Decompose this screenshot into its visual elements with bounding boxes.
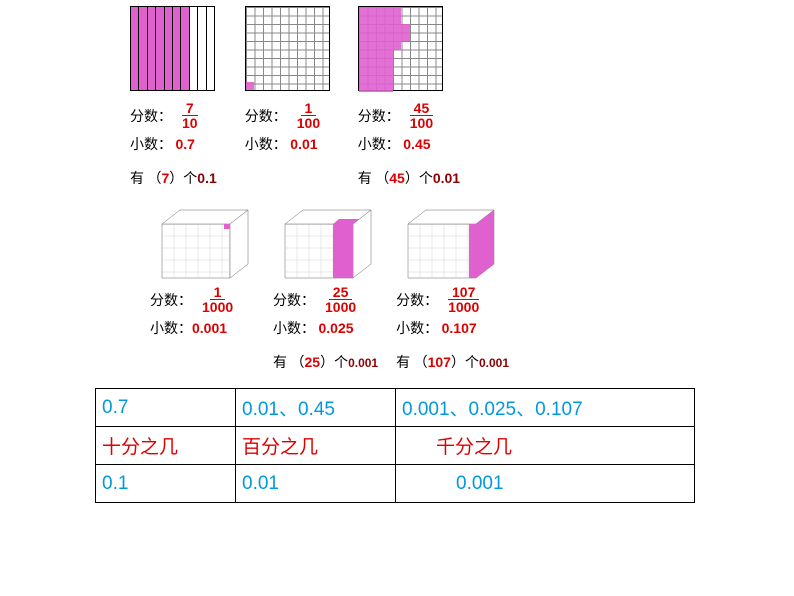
fraction-label: 分数： 1 100 [245,101,324,130]
cell: 0.01 [236,465,396,503]
block-107-1000: 分数： 107 1000 小数： 0.107 有 （107）个0.001 [396,206,509,372]
decimal-label: 小数： 0.025 [273,318,354,338]
page: 分数： 7 10 小数： 0.7 有 （7）个0.1 分数： 1 [0,0,794,596]
cell: 百分之几 [236,427,396,465]
cube-diagram [273,206,378,281]
fraction-label: 分数： 7 10 [130,101,202,130]
fraction-value: 1 1000 [198,285,237,314]
fraction-value: 45 100 [406,101,437,130]
row-tenths-hundredths: 分数： 7 10 小数： 0.7 有 （7）个0.1 分数： 1 [0,0,794,188]
cube-diagram [150,206,255,281]
decimal-label: 小数： 0.01 [245,134,318,154]
grid-hundredths [358,6,443,91]
cell: 千分之几 [396,427,695,465]
fraction-value: 7 10 [178,101,202,130]
cell: 0.7 [96,389,236,427]
cube-diagram [396,206,501,281]
decimal-value: 0.01 [290,136,317,152]
count-line: 有 （45）个0.01 [358,168,460,188]
decimal-value: 0.025 [319,320,354,336]
decimal-value: 0.7 [176,136,195,152]
block-7-10: 分数： 7 10 小数： 0.7 有 （7）个0.1 [130,6,217,188]
cell: 0.001 [396,465,695,503]
summary-table: 0.7 0.01、0.45 0.001、0.025、0.107 十分之几 百分之… [95,388,695,503]
row-thousandths: 分数： 1 1000 小数： 0.001 x [0,188,794,372]
decimal-label: 小数： 0.107 [396,318,477,338]
cell: 0.001、0.025、0.107 [396,389,695,427]
table-row: 十分之几 百分之几 千分之几 [96,427,695,465]
block-1-1000: 分数： 1 1000 小数： 0.001 x [150,206,255,372]
count-line: 有 （107）个0.001 [396,352,509,372]
decimal-value: 0.001 [192,320,227,336]
block-1-100: 分数： 1 100 小数： 0.01 [245,6,330,188]
fraction-value: 107 1000 [444,285,483,314]
block-25-1000: 分数： 25 1000 小数： 0.025 有 （25）个0.001 [273,206,378,372]
decimal-label: 小数： 0.7 [130,134,195,154]
fraction-label: 分数： 1 1000 [150,285,237,314]
grid-tenths [130,6,215,91]
decimal-value: 0.45 [403,136,430,152]
cell: 0.01、0.45 [236,389,396,427]
cell: 0.1 [96,465,236,503]
table-row: 0.7 0.01、0.45 0.001、0.025、0.107 [96,389,695,427]
decimal-label: 小数： 0.001 [150,318,227,338]
fraction-label: 分数： 25 1000 [273,285,360,314]
decimal-label: 小数： 0.45 [358,134,431,154]
decimal-value: 0.107 [442,320,477,336]
fraction-label: 分数： 107 1000 [396,285,483,314]
table-row: 0.1 0.01 0.001 [96,465,695,503]
block-45-100: 分数： 45 100 小数： 0.45 有 （45）个0.01 [358,6,460,188]
count-line: 有 （7）个0.1 [130,168,217,188]
fraction-label: 分数： 45 100 [358,101,437,130]
cell: 十分之几 [96,427,236,465]
count-line: 有 （25）个0.001 [273,352,378,372]
grid-hundredths [245,6,330,91]
fraction-value: 25 1000 [321,285,360,314]
fraction-value: 1 100 [293,101,324,130]
